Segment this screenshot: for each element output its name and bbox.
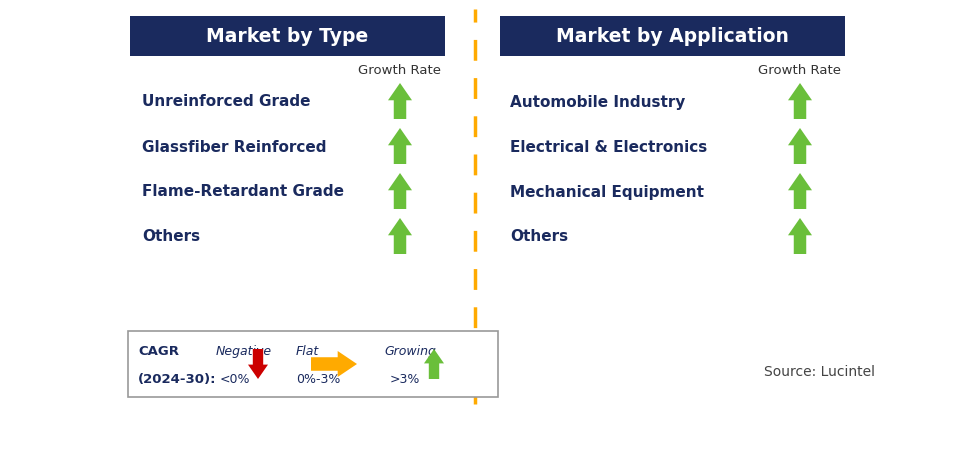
- Text: CAGR: CAGR: [138, 345, 179, 358]
- Polygon shape: [788, 84, 812, 120]
- Text: (2024-30):: (2024-30):: [138, 372, 216, 385]
- Text: 0%-3%: 0%-3%: [296, 372, 341, 385]
- FancyBboxPatch shape: [128, 331, 498, 397]
- Polygon shape: [424, 349, 444, 379]
- Text: Mechanical Equipment: Mechanical Equipment: [510, 184, 704, 199]
- Text: Market by Application: Market by Application: [556, 28, 789, 46]
- Text: <0%: <0%: [220, 372, 251, 385]
- Text: Flat: Flat: [296, 345, 320, 358]
- Text: Others: Others: [142, 229, 200, 244]
- Polygon shape: [248, 349, 268, 379]
- Polygon shape: [388, 174, 412, 210]
- Text: Growing: Growing: [384, 345, 435, 358]
- Text: Automobile Industry: Automobile Industry: [510, 94, 685, 109]
- Polygon shape: [788, 129, 812, 165]
- Text: Flame-Retardant Grade: Flame-Retardant Grade: [142, 184, 344, 199]
- Text: Growth Rate: Growth Rate: [759, 63, 841, 76]
- Text: Others: Others: [510, 229, 568, 244]
- Polygon shape: [788, 174, 812, 210]
- FancyBboxPatch shape: [500, 17, 845, 57]
- Text: Negative: Negative: [216, 345, 272, 358]
- Text: >3%: >3%: [390, 372, 420, 385]
- Text: Growth Rate: Growth Rate: [359, 63, 441, 76]
- Text: Glassfiber Reinforced: Glassfiber Reinforced: [142, 139, 326, 154]
- Text: Unreinforced Grade: Unreinforced Grade: [142, 94, 310, 109]
- Polygon shape: [388, 218, 412, 254]
- Polygon shape: [388, 129, 412, 165]
- Polygon shape: [388, 84, 412, 120]
- Text: Market by Type: Market by Type: [207, 28, 368, 46]
- Polygon shape: [788, 218, 812, 254]
- Polygon shape: [311, 351, 357, 377]
- Text: Electrical & Electronics: Electrical & Electronics: [510, 139, 707, 154]
- Text: Source: Lucintel: Source: Lucintel: [765, 364, 876, 378]
- FancyBboxPatch shape: [130, 17, 445, 57]
